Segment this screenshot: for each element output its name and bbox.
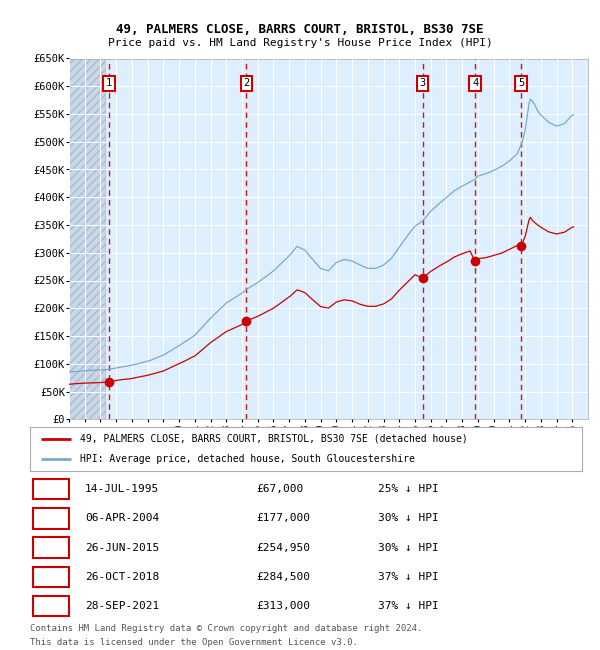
Text: 4: 4 [472,79,478,88]
Text: £67,000: £67,000 [256,484,304,494]
Text: 49, PALMERS CLOSE, BARRS COURT, BRISTOL, BS30 7SE (detached house): 49, PALMERS CLOSE, BARRS COURT, BRISTOL,… [80,434,467,444]
Text: 1: 1 [47,484,54,494]
Text: £313,000: £313,000 [256,601,310,611]
Text: 1: 1 [106,79,112,88]
FancyBboxPatch shape [33,596,68,616]
Text: 14-JUL-1995: 14-JUL-1995 [85,484,160,494]
Text: 26-OCT-2018: 26-OCT-2018 [85,572,160,582]
Text: 30% ↓ HPI: 30% ↓ HPI [378,543,439,552]
Text: 30% ↓ HPI: 30% ↓ HPI [378,514,439,523]
FancyBboxPatch shape [33,567,68,587]
Text: 26-JUN-2015: 26-JUN-2015 [85,543,160,552]
Text: £254,950: £254,950 [256,543,310,552]
FancyBboxPatch shape [33,538,68,558]
FancyBboxPatch shape [33,479,68,499]
Text: 3: 3 [47,543,54,552]
Text: 37% ↓ HPI: 37% ↓ HPI [378,601,439,611]
Text: 49, PALMERS CLOSE, BARRS COURT, BRISTOL, BS30 7SE: 49, PALMERS CLOSE, BARRS COURT, BRISTOL,… [116,23,484,36]
Text: £284,500: £284,500 [256,572,310,582]
Text: 2: 2 [243,79,250,88]
Text: 2: 2 [47,514,54,523]
Text: 06-APR-2004: 06-APR-2004 [85,514,160,523]
Text: 3: 3 [419,79,426,88]
FancyBboxPatch shape [33,508,68,528]
Text: Contains HM Land Registry data © Crown copyright and database right 2024.: Contains HM Land Registry data © Crown c… [30,624,422,633]
Bar [69,58,105,419]
Text: 37% ↓ HPI: 37% ↓ HPI [378,572,439,582]
Text: HPI: Average price, detached house, South Gloucestershire: HPI: Average price, detached house, Sout… [80,454,415,464]
Text: This data is licensed under the Open Government Licence v3.0.: This data is licensed under the Open Gov… [30,638,358,647]
Text: Price paid vs. HM Land Registry's House Price Index (HPI): Price paid vs. HM Land Registry's House … [107,38,493,47]
Text: £177,000: £177,000 [256,514,310,523]
Text: 4: 4 [47,572,54,582]
Text: 28-SEP-2021: 28-SEP-2021 [85,601,160,611]
Text: 5: 5 [518,79,524,88]
Text: 25% ↓ HPI: 25% ↓ HPI [378,484,439,494]
Text: 5: 5 [47,601,54,611]
